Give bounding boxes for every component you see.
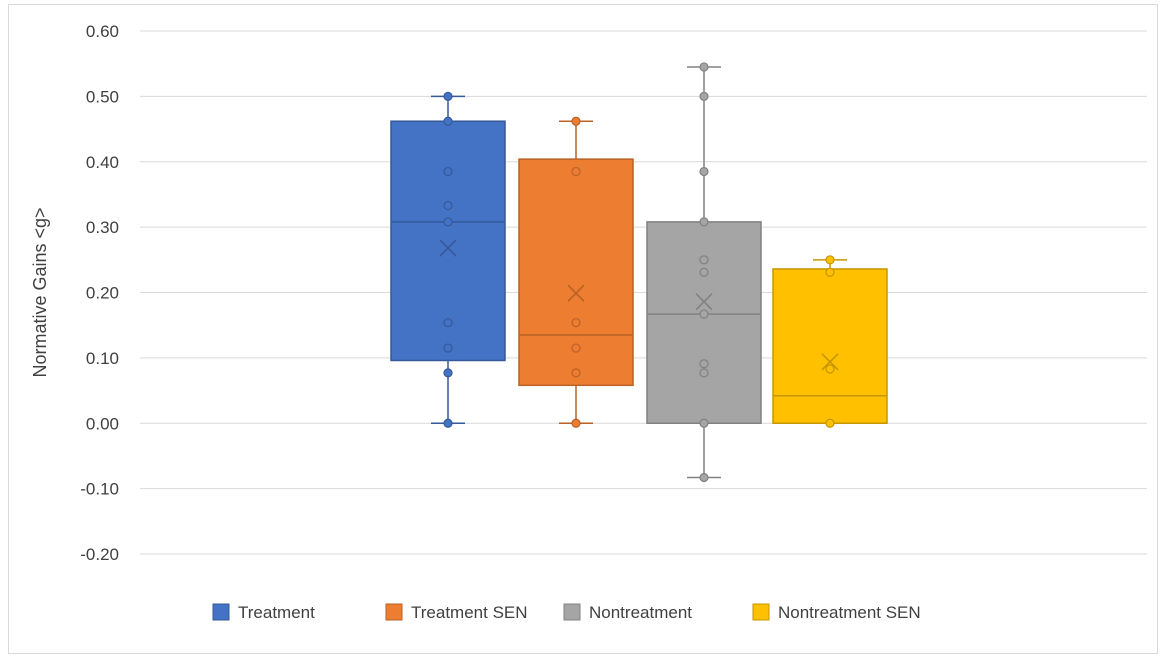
gridlines [140, 30, 1147, 555]
data-point [571, 317, 581, 328]
data-point [699, 91, 709, 101]
data-point [443, 343, 453, 353]
box-treatment [390, 91, 506, 428]
legend: Treatment Treatment SEN Nontreatment Nontre… [212, 603, 921, 622]
data-point [443, 217, 453, 227]
y-axis-title: Normative Gains <g> [30, 207, 50, 377]
y-tick-label: 0.60 [86, 22, 119, 41]
data-point [699, 472, 709, 483]
box-iqr [772, 268, 888, 424]
legend-swatch [385, 603, 403, 621]
data-point [443, 368, 453, 378]
legend-label: Treatment SEN [411, 603, 528, 622]
mean-marker [821, 353, 839, 371]
y-tick-labels: -0.20 -0.10 0.00 0.10 0.20 0.30 0.40 0.50 0.60 [80, 22, 119, 564]
y-tick-label: 0.30 [86, 218, 119, 237]
mean-marker [439, 239, 457, 257]
legend-label: Nontreatment SEN [778, 603, 921, 622]
data-point [699, 217, 709, 227]
y-tick-label: 0.00 [86, 414, 119, 433]
box-treatment-sen [518, 116, 634, 428]
box-nontreatment [646, 62, 762, 483]
mean-marker [567, 284, 585, 302]
data-point [571, 116, 581, 126]
data-point [699, 267, 709, 277]
data-point [699, 62, 709, 72]
data-point [443, 418, 453, 428]
y-tick-label: 0.40 [86, 153, 119, 172]
data-point [571, 418, 581, 428]
data-point [699, 418, 709, 428]
data-point [571, 166, 581, 177]
data-point [443, 200, 453, 211]
data-point [571, 343, 581, 353]
boxes [390, 62, 888, 483]
data-point [825, 267, 835, 277]
legend-label: Treatment [238, 603, 315, 622]
data-point [699, 359, 709, 369]
legend-item: Treatment [212, 603, 315, 622]
y-tick-label: 0.10 [86, 349, 119, 368]
data-point [443, 91, 453, 101]
data-point [825, 255, 835, 265]
y-tick-label: -0.20 [80, 545, 119, 564]
y-tick-label: 0.20 [86, 284, 119, 303]
data-point [699, 368, 709, 378]
legend-item: Nontreatment SEN [752, 603, 921, 622]
legend-swatch [212, 603, 230, 621]
legend-swatch [752, 603, 770, 621]
box-nontreatment-sen [772, 255, 888, 428]
legend-item: Nontreatment [563, 603, 692, 622]
box-iqr [646, 221, 762, 424]
data-point [699, 255, 709, 265]
data-point [443, 166, 453, 177]
data-point [571, 368, 581, 378]
data-point [443, 317, 453, 328]
data-point [699, 166, 709, 177]
legend-item: Treatment SEN [385, 603, 528, 622]
data-point [699, 309, 709, 319]
chart-frame [8, 4, 1158, 654]
y-tick-label: -0.10 [80, 480, 119, 499]
data-point [825, 364, 835, 374]
data-point [443, 116, 453, 126]
legend-swatch [563, 603, 581, 621]
mean-marker [695, 293, 713, 311]
legend-label: Nontreatment [589, 603, 692, 622]
data-point [825, 418, 835, 428]
y-tick-label: 0.50 [86, 87, 119, 106]
